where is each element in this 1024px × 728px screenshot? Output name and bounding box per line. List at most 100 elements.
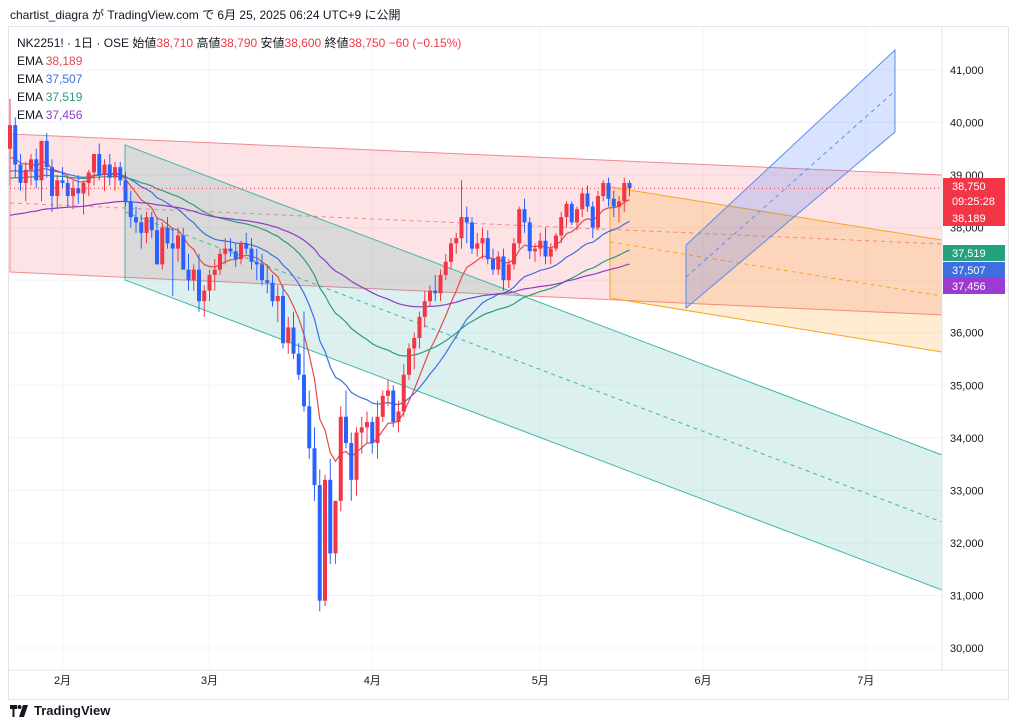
pink-channel-mid [9, 202, 943, 245]
candle [8, 98, 12, 186]
candle [606, 177, 611, 207]
footer-brand: TradingView [10, 703, 110, 718]
candle-body [107, 164, 112, 178]
candle [44, 133, 49, 178]
time-tick-label: 5月 [532, 675, 549, 687]
candle-body [449, 243, 453, 262]
candle [527, 217, 532, 260]
candle [39, 140, 44, 202]
candle [501, 248, 506, 291]
candle [438, 269, 443, 302]
candle [149, 211, 154, 239]
candle-body [617, 201, 621, 207]
candle-body [233, 251, 238, 260]
ema-label: EMA [17, 108, 43, 122]
candle [506, 259, 511, 289]
candle-body [596, 196, 600, 228]
time-tick-label: 3月 [201, 675, 218, 687]
candle-body [286, 327, 291, 344]
candle [496, 251, 501, 275]
price-tag-label: 37,507 [952, 265, 986, 277]
candle [170, 227, 175, 296]
candle-body [407, 348, 411, 375]
candle [97, 143, 102, 181]
candle [349, 432, 354, 501]
candle-body [165, 227, 170, 244]
candle-body [365, 422, 369, 428]
candle [580, 188, 585, 218]
candle [548, 243, 553, 265]
candle-body [55, 180, 60, 197]
price-tag-label: 38,189 [952, 213, 986, 225]
price-tag [943, 178, 1005, 210]
candle-body [380, 395, 385, 417]
candle [249, 238, 254, 270]
candle-body [501, 256, 506, 281]
candle [407, 343, 411, 380]
candle-body [428, 290, 432, 302]
candle-body [370, 422, 375, 444]
candle [627, 180, 632, 197]
blue-channel [685, 48, 896, 310]
candle [191, 264, 196, 291]
candle-body [218, 253, 222, 270]
candle-body [585, 193, 590, 207]
candle [118, 161, 123, 186]
chart-legend: NK2251! · 1日 · OSE 始値38,710 高値38,790 安値3… [17, 34, 461, 124]
open-label: 始値 [132, 36, 157, 50]
candle [459, 180, 464, 249]
candle-body [354, 432, 359, 480]
candle [307, 390, 312, 459]
candle [596, 190, 600, 231]
candle [354, 427, 359, 496]
candle [491, 248, 495, 275]
candle-body [97, 154, 102, 176]
candle-body [533, 248, 537, 252]
candle-body [50, 167, 54, 197]
candle [71, 180, 75, 210]
candle-body [275, 295, 280, 302]
close-label: 終値 [324, 36, 349, 50]
candle [522, 198, 527, 233]
candle-body [149, 217, 154, 231]
candle [317, 469, 322, 612]
candle [286, 316, 291, 354]
candle-body [559, 217, 564, 236]
time-tick-label: 4月 [364, 675, 381, 687]
candle [328, 458, 333, 564]
high-label: 高値 [196, 36, 221, 50]
candle-body [622, 182, 627, 202]
candle-body [386, 390, 390, 396]
candle [186, 253, 191, 291]
candle [480, 227, 485, 260]
candle [396, 401, 401, 433]
close-value: 38,750 [348, 36, 386, 50]
candle-body [281, 295, 285, 344]
candle-body [491, 259, 495, 270]
candle [134, 206, 138, 233]
candle-body [611, 198, 616, 207]
candle-body [60, 180, 65, 183]
candle [470, 217, 474, 254]
price-tick-label: 35,000 [950, 380, 984, 392]
candle [270, 274, 275, 307]
candle-body [485, 238, 490, 260]
candle [380, 390, 385, 423]
candle [464, 206, 469, 244]
candle-body [527, 222, 532, 252]
candle [34, 148, 39, 189]
candle-body [76, 188, 81, 194]
candle-body [118, 167, 123, 181]
candle-body [176, 235, 180, 249]
candle [13, 117, 18, 178]
candle [275, 285, 280, 323]
candle-body [296, 353, 301, 375]
candle-body [359, 427, 364, 433]
symbol-label: NK2251! · 1日 · OSE [17, 36, 130, 50]
candle [622, 177, 627, 212]
price-tag [943, 245, 1005, 261]
candle-body [265, 280, 270, 283]
candle [155, 217, 159, 265]
candle [601, 180, 606, 202]
